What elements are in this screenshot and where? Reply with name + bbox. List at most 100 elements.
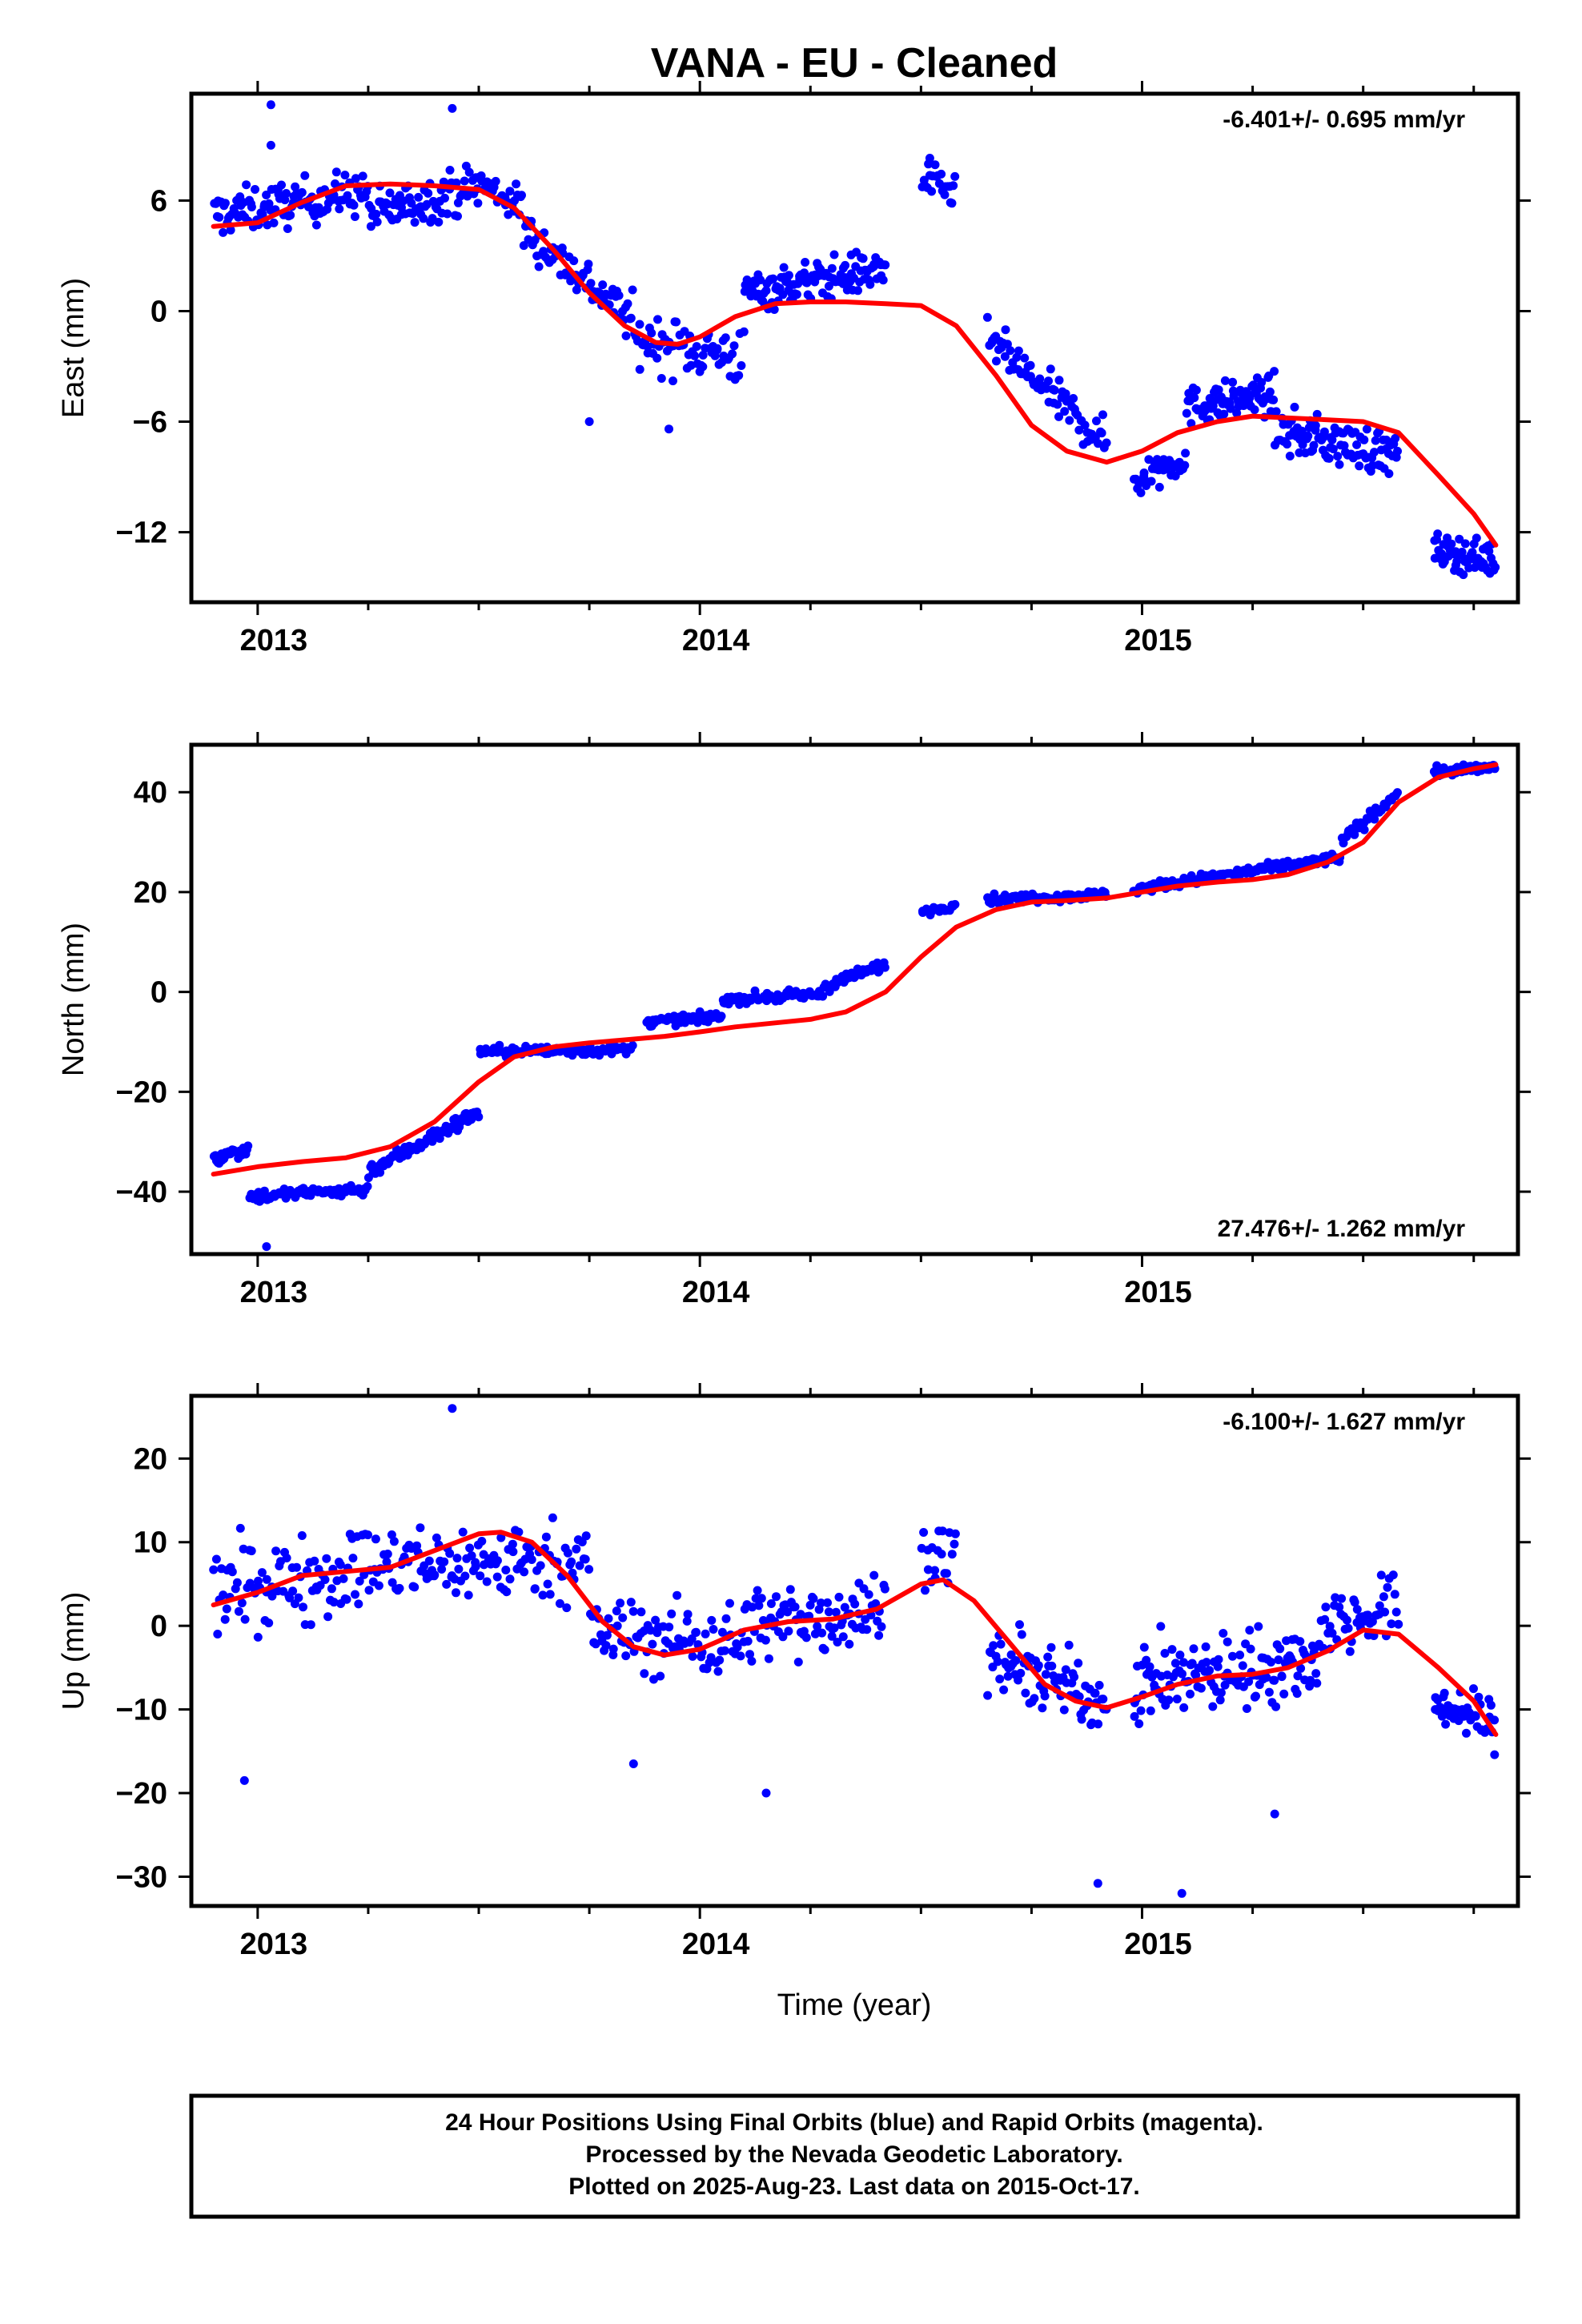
east-point — [1000, 352, 1010, 361]
up-point — [1170, 1659, 1180, 1668]
east-point — [698, 362, 708, 372]
east-point — [505, 187, 515, 196]
up-point — [299, 1602, 307, 1612]
up-point — [1175, 1651, 1185, 1660]
east-point — [414, 192, 424, 202]
east-point — [445, 166, 455, 175]
up-point — [430, 1570, 440, 1580]
up-x-tick-label: 2015 — [1124, 1928, 1192, 1961]
east-point — [1459, 570, 1468, 580]
up-point — [673, 1590, 682, 1600]
up-point — [1279, 1689, 1289, 1699]
up-point — [766, 1599, 776, 1608]
footer-line-1: 24 Hour Positions Using Final Orbits (bl… — [445, 2109, 1263, 2136]
up-point — [288, 1586, 298, 1596]
east-point — [1355, 461, 1364, 471]
up-frame — [189, 1393, 1520, 1908]
east-outlier-point — [584, 417, 594, 426]
north-x-tick-label: 2014 — [682, 1276, 750, 1309]
east-point — [737, 361, 746, 370]
east-point — [512, 179, 521, 189]
up-point — [713, 1667, 723, 1676]
up-point — [793, 1657, 803, 1667]
up-point — [501, 1566, 511, 1574]
up-point — [1343, 1615, 1351, 1625]
up-point — [492, 1572, 502, 1582]
up-point — [572, 1544, 581, 1554]
east-point — [297, 187, 307, 197]
east-point — [1080, 420, 1090, 430]
up-point — [869, 1570, 879, 1580]
up-point — [1242, 1704, 1251, 1713]
up-point — [520, 1567, 529, 1577]
east-point — [1181, 448, 1191, 458]
up-points — [209, 1404, 1500, 1898]
east-point — [1065, 416, 1074, 425]
up-point — [829, 1623, 839, 1633]
up-point — [1145, 1662, 1154, 1671]
east-point — [1333, 452, 1343, 461]
up-point — [1074, 1659, 1083, 1668]
up-point — [508, 1547, 518, 1557]
up-point — [222, 1604, 231, 1614]
up-point — [748, 1602, 757, 1612]
north-x-tick-label: 2013 — [240, 1276, 308, 1309]
up-point — [264, 1618, 274, 1628]
x-axis-label: Time (year) — [777, 1988, 932, 2022]
east-point — [1042, 384, 1051, 393]
up-point — [562, 1603, 572, 1613]
up-point — [1216, 1688, 1226, 1698]
north-x-ticks: 2013 2014 2015 — [240, 732, 1476, 1309]
east-point — [1484, 546, 1494, 556]
up-point — [1441, 1719, 1451, 1729]
up-point — [327, 1584, 336, 1594]
east-point — [1352, 440, 1362, 449]
up-point — [412, 1541, 422, 1550]
up-point — [1134, 1719, 1144, 1728]
up-point — [563, 1548, 572, 1558]
up-point — [1189, 1644, 1199, 1654]
up-point — [471, 1562, 480, 1571]
up-point — [342, 1594, 351, 1604]
east-point — [881, 260, 890, 270]
up-point — [919, 1528, 929, 1537]
east-point — [419, 214, 428, 223]
up-point — [1327, 1628, 1337, 1638]
north-point — [435, 1134, 444, 1144]
east-point — [371, 209, 381, 219]
east-point — [690, 351, 700, 360]
up-point — [1383, 1582, 1392, 1592]
up-point — [993, 1657, 1002, 1667]
east-point — [672, 317, 681, 327]
up-point — [813, 1622, 822, 1631]
up-y-ticks: 20 10 0 −10 −20 −30 — [116, 1442, 1531, 1894]
east-point — [865, 279, 875, 289]
up-point — [1321, 1602, 1331, 1612]
east-point — [1186, 419, 1196, 428]
up-point — [395, 1583, 404, 1593]
east-point — [410, 218, 420, 227]
up-point — [1352, 1605, 1362, 1614]
east-point — [669, 376, 677, 386]
up-point — [262, 1574, 271, 1584]
up-point — [1251, 1691, 1260, 1701]
up-point — [1034, 1661, 1043, 1671]
up-y-tick-label: −30 — [116, 1860, 167, 1894]
east-outlier-point — [448, 103, 457, 113]
up-point — [1295, 1637, 1305, 1647]
east-point — [829, 250, 839, 259]
up-point — [1094, 1719, 1103, 1729]
up-point — [747, 1656, 757, 1666]
up-point — [1139, 1642, 1149, 1652]
up-point — [1064, 1640, 1074, 1650]
east-frame — [189, 91, 1520, 605]
up-point — [1219, 1629, 1228, 1638]
up-point — [227, 1567, 237, 1577]
up-point — [845, 1639, 854, 1649]
east-point — [220, 199, 230, 208]
up-point — [1090, 1688, 1100, 1698]
up-point — [1047, 1661, 1057, 1671]
up-point — [482, 1577, 492, 1586]
up-y-tick-label: −10 — [116, 1694, 167, 1727]
up-point — [530, 1584, 540, 1594]
